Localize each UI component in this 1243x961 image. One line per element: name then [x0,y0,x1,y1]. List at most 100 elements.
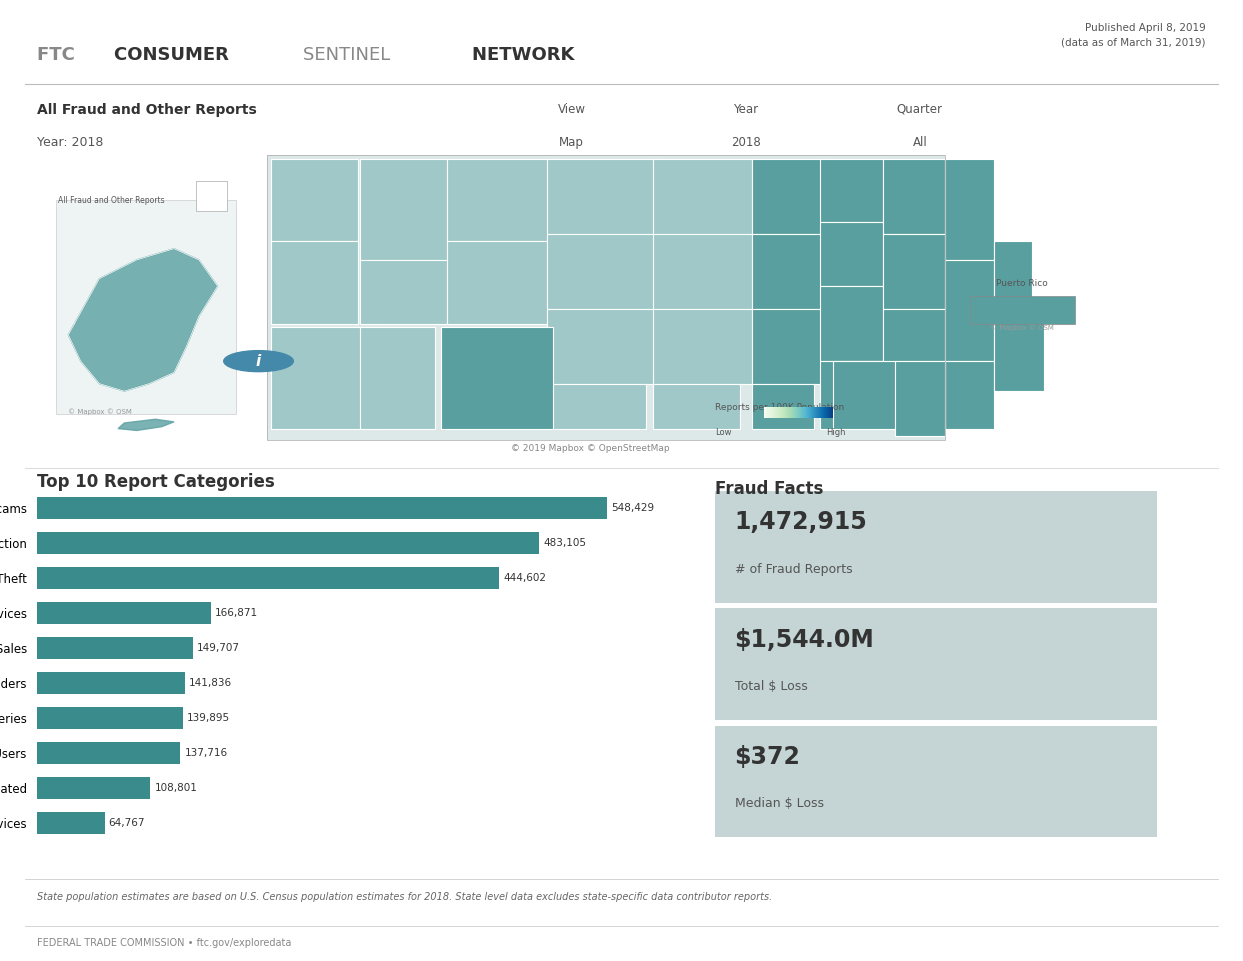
Text: Puerto Rico: Puerto Rico [996,279,1048,288]
Text: 108,801: 108,801 [154,783,198,793]
Bar [37,603,210,624]
Bar [820,361,883,429]
Bar [994,241,1032,316]
Text: 2018: 2018 [731,136,761,149]
Text: $1,544.0M: $1,544.0M [735,628,874,652]
Text: Map: Map [559,136,584,149]
Bar [820,286,883,361]
FancyBboxPatch shape [710,608,1157,720]
Text: 139,895: 139,895 [186,713,230,723]
Bar [447,328,547,429]
Text: Fraud Facts: Fraud Facts [715,480,823,498]
Bar [653,308,752,383]
Text: Year: Year [733,103,758,115]
Text: 137,716: 137,716 [184,748,227,758]
Text: State population estimates are based on U.S. Census population estimates for 201: State population estimates are based on … [37,892,773,902]
Text: # of Fraud Reports: # of Fraud Reports [735,562,853,576]
Text: 149,707: 149,707 [196,643,240,653]
Polygon shape [68,249,218,391]
Bar [895,361,945,436]
Text: View: View [558,103,585,115]
Text: i: i [256,354,261,369]
Bar [994,316,1044,391]
Bar [447,159,559,241]
Text: Total $ Loss: Total $ Loss [735,679,808,693]
Text: 444,602: 444,602 [503,573,547,583]
Text: Year: 2018: Year: 2018 [37,136,103,149]
Bar [883,308,945,383]
Bar [37,637,193,659]
Text: All Fraud and Other Reports: All Fraud and Other Reports [58,196,165,206]
Bar [37,672,185,694]
Bar [752,234,827,308]
Bar [752,159,827,234]
Text: 166,871: 166,871 [215,608,259,618]
Bar [360,159,447,259]
Bar [271,159,358,241]
Bar [883,234,945,308]
Bar [945,259,994,361]
Text: High: High [827,428,846,437]
Bar [37,812,104,833]
Bar [653,234,752,308]
Bar [752,383,814,429]
Bar [547,383,646,429]
Text: Top 10 Report Categories: Top 10 Report Categories [37,473,275,491]
Bar [883,159,945,234]
Text: Published April 8, 2019
(data as of March 31, 2019): Published April 8, 2019 (data as of Marc… [1062,23,1206,47]
Bar [37,707,183,728]
Bar [37,532,539,554]
Bar [37,567,500,589]
Bar [547,159,659,234]
Text: 483,105: 483,105 [543,538,587,548]
Text: 64,767: 64,767 [108,818,145,827]
Text: CONSUMER: CONSUMER [114,46,235,64]
Bar [56,200,236,413]
Bar [653,383,740,429]
Text: © Mapbox © OSM: © Mapbox © OSM [989,325,1054,332]
Bar [37,742,180,764]
Bar [945,361,994,429]
Bar [752,308,827,383]
Text: FEDERAL TRADE COMMISSION • ftc.gov/exploredata: FEDERAL TRADE COMMISSION • ftc.gov/explo… [37,938,292,948]
Text: © Mapbox © OSM: © Mapbox © OSM [68,408,132,415]
Text: © 2019 Mapbox © OpenStreetMap: © 2019 Mapbox © OpenStreetMap [511,444,670,453]
Text: All Fraud and Other Reports: All Fraud and Other Reports [37,103,257,116]
FancyBboxPatch shape [710,726,1157,837]
Text: 1,472,915: 1,472,915 [735,510,868,534]
Bar [37,777,150,799]
Text: FTC: FTC [37,46,81,64]
Text: Median $ Loss: Median $ Loss [735,797,824,810]
Bar [883,383,945,429]
Bar [271,241,358,324]
Text: NETWORK: NETWORK [472,46,580,64]
Bar [447,241,547,324]
FancyBboxPatch shape [710,491,1157,603]
Bar [820,159,883,222]
Text: SENTINEL: SENTINEL [303,46,397,64]
Bar [196,182,227,211]
Bar [547,234,659,308]
Bar [547,308,659,383]
Bar [945,159,994,259]
Text: $372: $372 [735,745,800,769]
Text: Low: Low [715,428,731,437]
Bar [360,259,447,324]
Polygon shape [118,419,174,431]
Text: Quarter: Quarter [896,103,943,115]
Bar [820,222,883,286]
Text: 548,429: 548,429 [612,504,654,513]
Bar [441,328,553,429]
Bar [360,328,435,429]
Bar [37,498,607,519]
Text: Reports per 100K Population: Reports per 100K Population [715,403,844,411]
Bar [267,155,945,440]
Bar [267,155,945,440]
Text: 141,836: 141,836 [189,678,232,688]
Text: All: All [912,136,927,149]
Bar [271,328,383,429]
Circle shape [224,351,293,372]
Bar [970,296,1075,324]
Bar [833,361,945,429]
Bar [653,159,752,234]
